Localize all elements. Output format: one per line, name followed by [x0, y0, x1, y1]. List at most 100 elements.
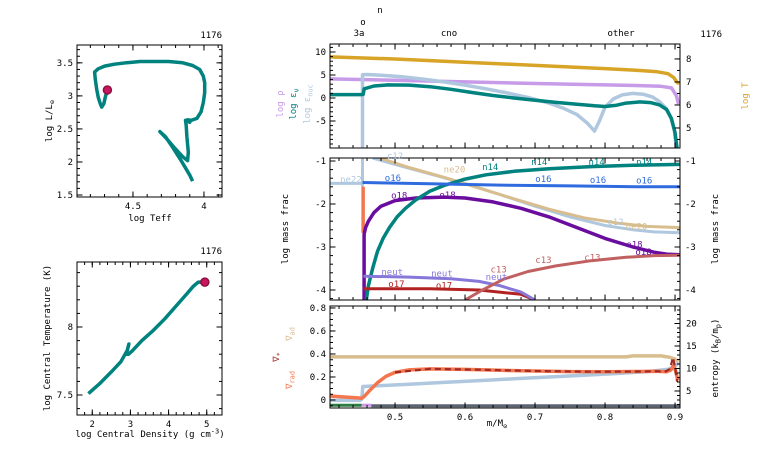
abundance-profile-label-o16: o16 [535, 175, 551, 185]
abundance-profile-label-c13: c13 [535, 256, 551, 266]
power-profile-y2tick-label: 5 [686, 124, 691, 134]
burn-region-label-3a: 3a [354, 29, 365, 39]
gradients-profile-xtick-label: 0.7 [527, 413, 543, 423]
abund-y2label: log mass frac [711, 194, 721, 264]
gradients-profile-frame [329, 305, 681, 409]
hr-diagram-ytick-label: 2 [68, 158, 73, 168]
abundance-profile-label-n14: n14 [636, 158, 652, 168]
abundance-profile-label-ne20: ne20 [444, 166, 466, 176]
abundance-profile-label-o18: o18 [391, 191, 407, 201]
abundance-profile-label-neut: neut [381, 268, 403, 278]
central-t-rho-ytick-label: 8 [68, 323, 73, 333]
grad-ylabel-gradstar: ∇* [272, 352, 284, 363]
grad-y2label-entropy: entropy (kB/mp) [711, 319, 723, 398]
power-profile-ytick-label: 10 [315, 48, 326, 58]
trho-track-line [87, 280, 205, 395]
trho-current-model-marker [200, 277, 210, 287]
hr-ylabel: log L/L⊙ [45, 100, 57, 142]
neut-line [363, 274, 536, 300]
central-t-rho-ytick-label: 7.5 [57, 391, 73, 401]
abundance-profile-ytick-label-right: -2 [685, 200, 696, 210]
burn-ylabel-epsnu: log εν [289, 88, 301, 119]
gradients-profile-ytick-label: 0.2 [310, 373, 326, 383]
hr-title: 1176 [200, 31, 222, 41]
log-T-line [330, 55, 680, 86]
gradients-profile-xtick-label: 0.5 [387, 413, 403, 423]
abundance-profile-label-ne20: ne20 [626, 222, 648, 232]
abundance-profile-label-o18: o18 [626, 240, 642, 250]
abundance-profile-label-c13: c13 [490, 265, 506, 275]
abundance-profile-label-c12: c12 [607, 218, 623, 228]
burn-title: 1176 [700, 30, 722, 40]
central-t-rho-frame [76, 261, 223, 416]
abundance-profile-label-ne22: ne22 [340, 175, 362, 185]
gradients-profile-panel: 0.5 0.6 0.7 0.8 0.9 0 0.2 0.4 0.6 0.8 5 10 15 20 [310, 304, 697, 423]
abundance-profile-label-o18: o18 [635, 248, 651, 258]
shared-xlabel: m/M⊙ [487, 419, 507, 431]
gradients-profile-y2tick-label: 5 [686, 387, 691, 397]
hr-diagram-ytick-label: 2.5 [57, 125, 73, 135]
gradients-profile-xtick-label: 0.9 [667, 413, 683, 423]
hr-diagram-ytick-label: 3 [68, 92, 73, 102]
hr-diagram-panel: 4.5 4 1.5 2 2.5 3 3.5 [57, 44, 223, 212]
log-eps-nu-line [330, 83, 679, 148]
abundance-profile-label-o16: o16 [590, 176, 606, 186]
grad-ylabel-gradr: ∇rad [285, 371, 297, 390]
abundance-profile-label-o18: o18 [439, 191, 455, 201]
abundance-profile-label-o17: o17 [436, 282, 452, 292]
central-t-rho-xtick-label: 2 [90, 420, 95, 430]
gradients-profile-ytick-label: 0.8 [310, 304, 326, 314]
hr-diagram-xtick-label: 4 [201, 202, 206, 212]
abundance-profile-label-c13: c13 [584, 253, 600, 263]
burn-ylabel-epsnuc: log εnuc [303, 84, 315, 124]
grad-ylabel-grada: ∇ad [285, 327, 297, 342]
gradients-profile-y2tick-label: 15 [686, 342, 697, 352]
abundance-profile-label-o17: o17 [388, 280, 404, 290]
gradients-profile-ytick-label: 0.4 [310, 350, 326, 360]
hr-xlabel: log Teff [128, 214, 171, 224]
abund-ylabel: log mass frac [281, 194, 291, 264]
central-t-rho-xtick-label: 5 [204, 420, 209, 430]
log-eps-nuc-line [360, 72, 679, 148]
power-profile-y2tick-label: 7 [686, 78, 691, 88]
power-profile-ytick-label: 0 [321, 94, 326, 104]
power-profile-y2tick-label: 6 [686, 101, 691, 111]
abundance-profile-panel: -4 -4 -3 -3 -2 -2 -1 -1 ne22 o16 o16 o16 o16 n14 n14 n1… [315, 152, 696, 301]
gradients-profile-xtick-label: 0.8 [597, 413, 613, 423]
abundance-profile-label-o16: o16 [385, 174, 401, 184]
abundance-profile-label-o16: o16 [636, 176, 652, 186]
burn-region-label-other: other [607, 29, 635, 39]
entropy-line [330, 361, 680, 403]
gradients-profile-y2tick-label: 20 [686, 320, 697, 330]
gradients-profile-ytick-label: 0.6 [310, 327, 326, 337]
gradients-profile-xtick-label: 0.6 [457, 413, 473, 423]
abundance-profile-label-n14: n14 [531, 158, 547, 168]
power-profile-frame [329, 43, 681, 149]
hr-track-line [92, 59, 207, 182]
gradients-profile-ytick-label: 0 [321, 396, 326, 406]
power-profile-y2tick-label: 8 [686, 55, 691, 65]
abundance-profile-ytick-label-right: -3 [685, 243, 696, 253]
burn-y2label-logT: log T [741, 82, 751, 110]
abundance-profile-ytick-label: -4 [315, 286, 326, 296]
hr-diagram-xtick-label: 4.5 [125, 202, 141, 212]
abundance-profile-label-neut: neut [486, 273, 508, 283]
abundance-profile-ytick-label: -2 [315, 200, 326, 210]
grad-ad-line [330, 354, 680, 363]
trho-ylabel: log Central Temperature (K) [43, 265, 53, 411]
power-profile-panel: -5 0 5 10 5 6 7 8 [315, 43, 691, 149]
power-profile-ytick-label: -5 [315, 117, 326, 127]
trho-title: 1176 [200, 247, 222, 257]
hr-diagram-frame [76, 44, 223, 198]
abundance-profile-ytick-label: -3 [315, 243, 326, 253]
central-t-rho-xtick-label: 4 [166, 420, 171, 430]
c13-line [464, 253, 680, 300]
grad-rad-line [330, 363, 680, 401]
abundance-profile-label-neut: neut [431, 270, 453, 280]
burn-region-label-n: n [377, 6, 382, 16]
o18-line [362, 195, 680, 300]
abundance-profile-label-n14: n14 [588, 158, 604, 168]
abundance-profile-ytick-label-right: -4 [685, 286, 696, 296]
grad-star-line [394, 356, 679, 382]
